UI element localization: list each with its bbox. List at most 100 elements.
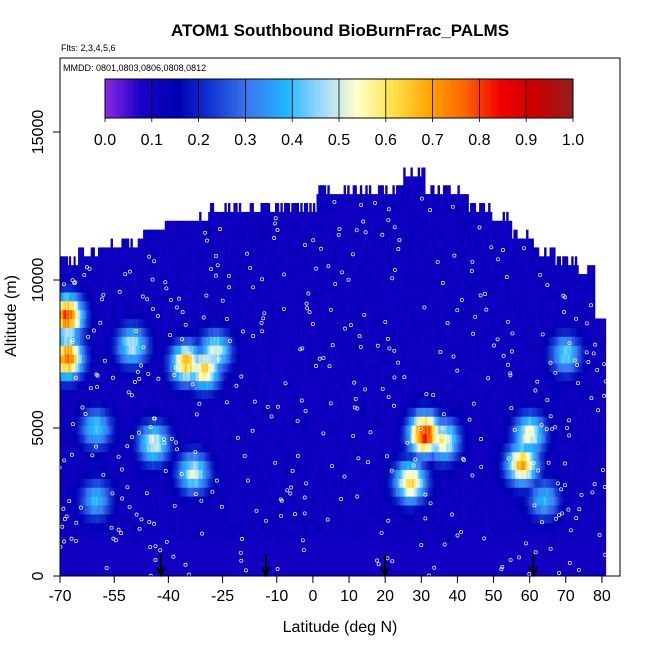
heatmap-cell xyxy=(240,567,244,576)
heatmap-cell xyxy=(141,460,144,471)
heatmap-cell xyxy=(282,371,285,382)
heatmap-cell xyxy=(101,478,104,488)
heatmap-cell xyxy=(64,309,67,320)
heatmap-cell xyxy=(190,247,193,257)
heatmap-cell xyxy=(64,460,67,471)
heatmap-cell xyxy=(67,291,70,302)
heatmap-cell xyxy=(226,380,229,391)
heatmap-cell xyxy=(134,531,137,542)
heatmap-cell xyxy=(166,274,169,284)
heatmap-cell xyxy=(267,478,271,488)
heatmap-cell xyxy=(162,371,166,382)
heatmap-cell xyxy=(217,327,220,337)
heatmap-cell xyxy=(105,513,108,524)
heatmap-cell xyxy=(218,247,222,257)
heatmap-cell xyxy=(170,309,173,320)
heatmap-cell xyxy=(170,416,173,426)
heatmap-cell xyxy=(85,336,88,346)
heatmap-cell xyxy=(209,238,213,249)
heatmap-cell xyxy=(150,540,153,550)
heatmap-cell xyxy=(251,558,254,568)
heatmap-cell xyxy=(251,282,254,293)
heatmap-cell xyxy=(184,487,188,497)
heatmap-cell xyxy=(235,504,238,515)
heatmap-cell xyxy=(73,469,76,479)
heatmap-cell xyxy=(273,531,276,542)
heatmap-cell xyxy=(256,291,260,302)
heatmap-cell xyxy=(105,469,108,479)
heatmap-cell xyxy=(209,398,213,408)
heatmap-cell xyxy=(83,558,86,568)
heatmap-cell xyxy=(168,380,171,391)
heatmap-cell xyxy=(162,558,166,568)
heatmap-cell xyxy=(278,229,281,240)
heatmap-cell xyxy=(114,469,117,479)
heatmap-cell xyxy=(242,211,245,222)
heatmap-cell xyxy=(114,309,117,320)
heatmap-cell xyxy=(119,380,123,391)
heatmap-cell xyxy=(76,345,79,355)
heatmap-cell xyxy=(186,336,189,346)
heatmap-cell xyxy=(97,451,101,462)
heatmap-cell xyxy=(76,336,79,346)
heatmap-cell xyxy=(170,380,173,391)
heatmap-cell xyxy=(209,549,213,559)
heatmap-cell xyxy=(273,220,276,231)
heatmap-cell xyxy=(195,327,198,337)
heatmap-cell xyxy=(99,300,103,311)
heatmap-cell xyxy=(204,309,207,320)
heatmap-cell xyxy=(152,567,155,576)
heatmap-cell xyxy=(92,522,95,533)
heatmap-cell xyxy=(75,478,78,488)
heatmap-cell xyxy=(231,345,235,355)
heatmap-cell xyxy=(260,247,263,257)
heatmap-cell xyxy=(153,451,157,462)
heatmap-cell xyxy=(143,496,146,506)
heatmap-cell xyxy=(267,513,271,524)
heatmap-cell xyxy=(224,229,227,240)
heatmap-cell xyxy=(186,504,189,515)
heatmap-cell xyxy=(264,513,267,524)
heatmap-cell xyxy=(258,211,262,222)
heatmap-cell xyxy=(228,487,231,497)
heatmap-cell xyxy=(108,318,112,328)
heatmap-cell xyxy=(73,291,76,302)
heatmap-cell xyxy=(217,380,220,391)
heatmap-cell xyxy=(251,309,254,320)
heatmap-cell xyxy=(237,531,240,542)
heatmap-cell xyxy=(103,540,106,550)
heatmap-cell xyxy=(233,504,236,515)
heatmap-cell xyxy=(211,398,215,408)
heatmap-cell xyxy=(179,478,182,488)
heatmap-cell xyxy=(152,549,155,559)
heatmap-cell xyxy=(168,265,171,275)
heatmap-cell xyxy=(251,504,254,515)
heatmap-cell xyxy=(244,345,247,355)
heatmap-cell xyxy=(247,229,251,240)
heatmap-cell xyxy=(267,371,271,382)
heatmap-cell xyxy=(237,345,240,355)
heatmap-cell xyxy=(144,531,148,542)
heatmap-cell xyxy=(132,291,135,302)
heatmap-cell xyxy=(204,247,207,257)
heatmap-cell xyxy=(146,327,150,337)
heatmap-cell xyxy=(75,291,78,302)
heatmap-cell xyxy=(208,496,211,506)
heatmap-cell xyxy=(262,238,265,249)
heatmap-cell xyxy=(202,300,206,311)
heatmap-cell xyxy=(76,425,79,435)
heatmap-cell xyxy=(157,362,160,373)
heatmap-cell xyxy=(285,398,289,408)
heatmap-cell xyxy=(114,496,117,506)
heatmap-cell xyxy=(121,496,124,506)
heatmap-cell xyxy=(168,460,171,471)
heatmap-cell xyxy=(177,504,180,515)
heatmap-cell xyxy=(276,318,280,328)
heatmap-cell xyxy=(73,416,76,426)
heatmap-cell xyxy=(119,451,123,462)
heatmap-cell xyxy=(246,513,249,524)
heatmap-cell xyxy=(251,247,254,257)
heatmap-cell xyxy=(235,318,238,328)
heatmap-cell xyxy=(190,425,193,435)
heatmap-cell xyxy=(126,478,130,488)
